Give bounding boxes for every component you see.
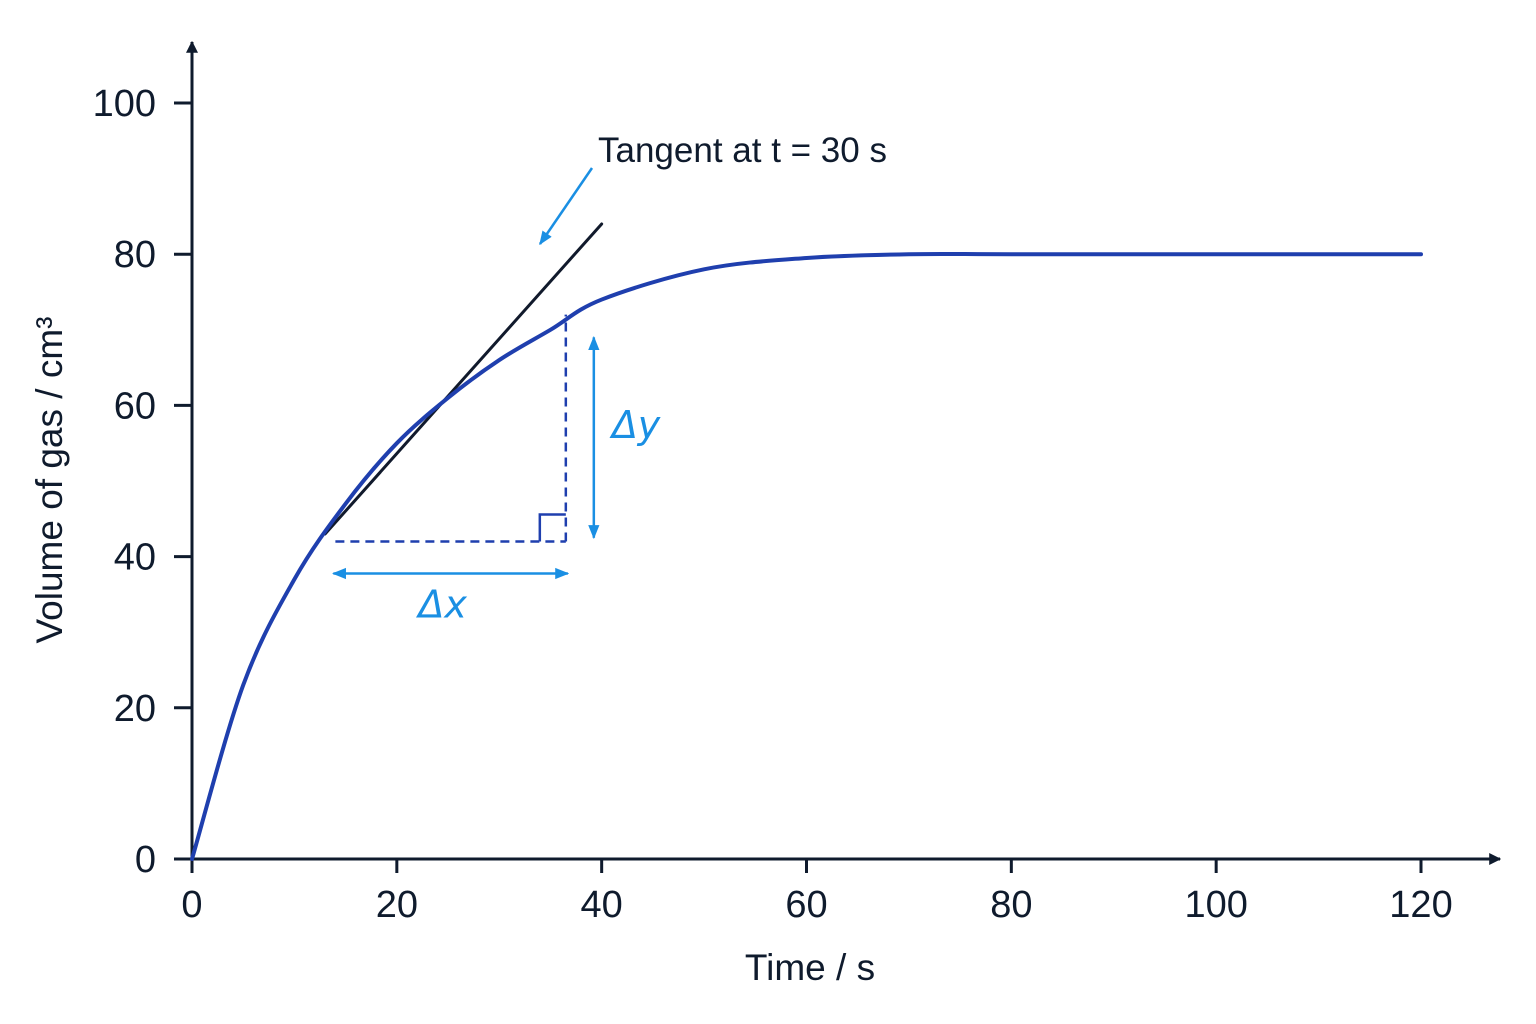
y-tick-label: 80 — [114, 234, 156, 276]
x-tick-label: 20 — [376, 884, 418, 926]
y-ticks: 0 20 40 60 80 100 — [93, 83, 192, 881]
y-tick-label: 40 — [114, 537, 156, 579]
y-axis-title: Volume of gas / cm³ — [29, 317, 70, 644]
y-tick-label: 100 — [93, 83, 156, 125]
tangent-line — [323, 222, 604, 536]
y-tick-label: 60 — [114, 385, 156, 427]
gradient-triangle — [335, 314, 568, 543]
tangent-pointer-arrow — [538, 167, 594, 246]
y-tick-label: 0 — [135, 839, 156, 881]
x-tick-label: 60 — [785, 884, 827, 926]
delta-y-label: Δy — [609, 403, 661, 447]
x-axis-title: Time / s — [745, 947, 875, 988]
x-ticks: 0 20 40 60 80 100 120 — [181, 859, 1453, 926]
series-curve — [190, 251, 1423, 861]
delta-x-label: Δx — [415, 582, 467, 626]
tangent-label: Tangent at t = 30 s — [598, 131, 887, 170]
y-tick-label: 20 — [114, 688, 156, 730]
x-tick-label: 80 — [990, 884, 1032, 926]
right-angle-marker — [538, 513, 566, 542]
x-tick-label: 0 — [181, 884, 202, 926]
x-tick-label: 40 — [581, 884, 623, 926]
x-tick-label: 100 — [1184, 884, 1247, 926]
x-tick-label: 120 — [1389, 884, 1452, 926]
